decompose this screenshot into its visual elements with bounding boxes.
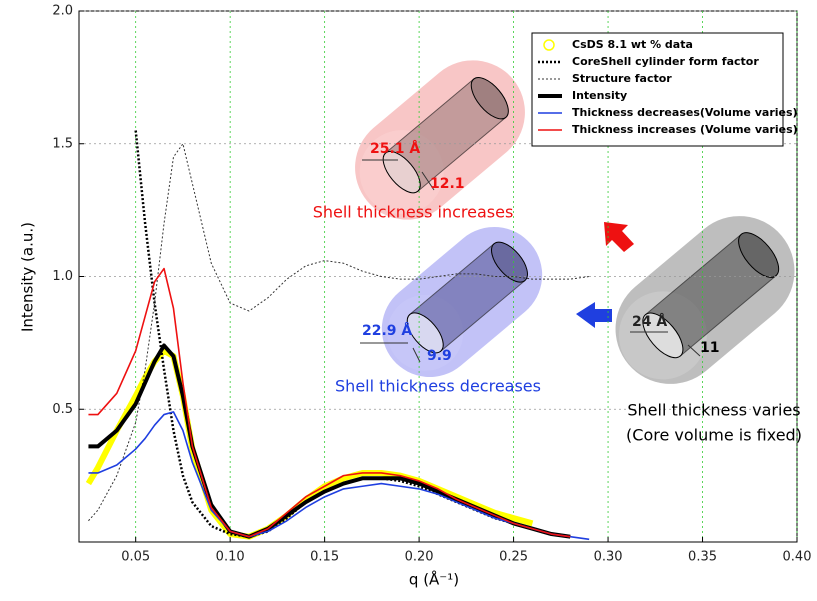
annotation: Shell thickness decreases [335, 377, 541, 396]
annotation: 12.1 [430, 176, 465, 192]
legend-label: Thickness decreases(Volume varies) [572, 106, 798, 119]
x-tick-label: 0.25 [499, 550, 528, 565]
y-tick-label: 1.5 [52, 136, 73, 151]
chart: Intensity (a.u.) q (Å⁻¹) 0.05 0.10 0.15 0.2… [0, 0, 817, 597]
annotation: Shell thickness increases [313, 203, 514, 222]
x-tick-label: 0.15 [310, 550, 339, 565]
x-tick-label: 0.20 [405, 550, 434, 565]
annotation: 24 Å [632, 313, 667, 330]
legend-label: CsDS 8.1 wt % data [572, 38, 693, 51]
legend-label: Structure factor [572, 72, 672, 85]
legend-label: CoreShell cylinder form factor [572, 55, 759, 68]
x-tick-label: 0.40 [783, 550, 812, 565]
annotation: 25.1 Å [370, 140, 420, 157]
y-axis-label: Intensity (a.u.) [19, 222, 37, 332]
annotation: 11 [700, 340, 719, 356]
x-axis-label: q (Å⁻¹) [409, 570, 459, 589]
x-tick-label: 0.05 [121, 550, 150, 565]
y-tick-label: 2.0 [52, 4, 73, 19]
annotation: Shell thickness varies [627, 401, 800, 420]
annotation: 9.9 [427, 348, 452, 364]
x-tick-label: 0.35 [688, 550, 717, 565]
x-tick-label: 0.10 [216, 550, 245, 565]
legend-label: Thickness increases (Volume varies) [572, 123, 798, 136]
annotation: (Core volume is fixed) [626, 426, 802, 445]
annotation: 22.9 Å [362, 322, 412, 339]
y-tick-label: 0.5 [52, 402, 73, 417]
x-tick-label: 0.30 [594, 550, 623, 565]
legend-label: Intensity [572, 89, 627, 102]
y-tick-label: 1.0 [52, 269, 73, 284]
